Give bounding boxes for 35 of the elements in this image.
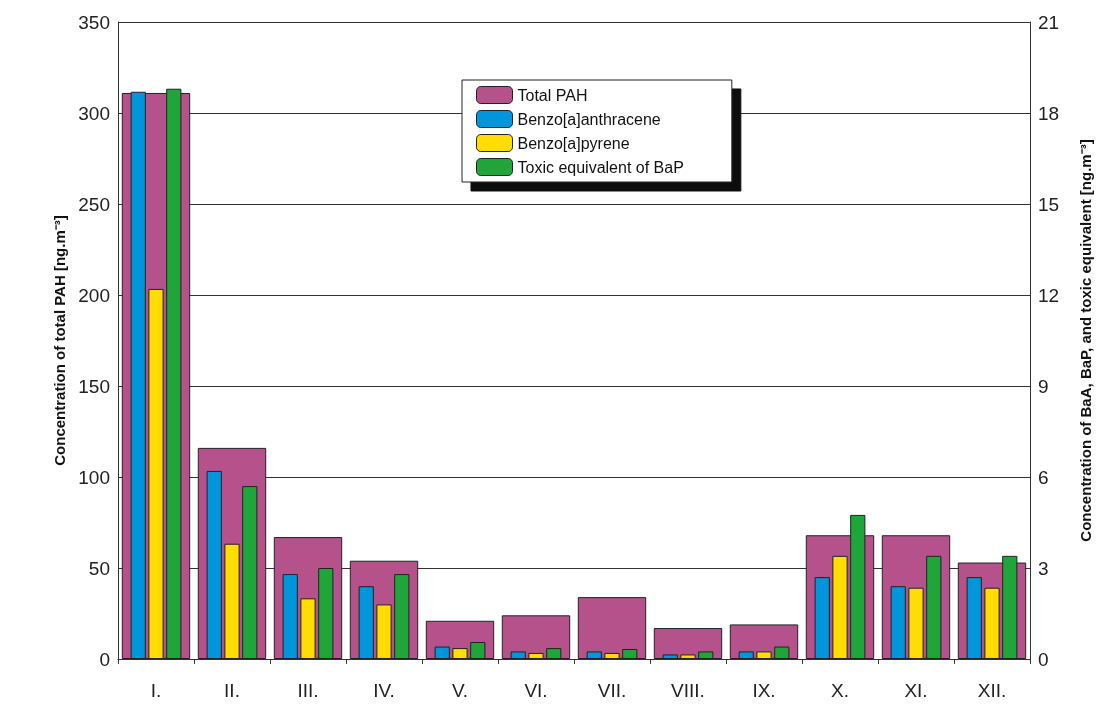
y2-tick-label: 18 (1038, 102, 1060, 124)
y2-tick-label: 9 (1038, 375, 1049, 397)
y-tick-label: 50 (88, 557, 110, 579)
x-tick-label: XI. (904, 680, 928, 701)
legend-label: Total PAH (517, 86, 588, 104)
bar (577, 597, 647, 659)
x-tick-label: V. (451, 680, 469, 701)
y-tick-label: 0 (99, 648, 110, 670)
x-tick-label: VII. (597, 680, 627, 701)
legend-label: Benzo[a]anthracene (517, 110, 661, 128)
x-tick-label: I. (150, 680, 162, 701)
legend-label: Toxic equivalent of BaP (517, 158, 684, 176)
y2-tick-label: 21 (1038, 11, 1060, 33)
x-tick-label: XII. (977, 680, 1007, 701)
x-tick-label: X. (831, 680, 849, 701)
y2-tick-label: 6 (1038, 466, 1049, 488)
y-tick-label: 150 (78, 375, 110, 397)
y-tick-label: 250 (78, 193, 110, 215)
x-tick-label: II. (224, 680, 240, 701)
y2-tick-label: 0 (1038, 648, 1049, 670)
x-tick-label: IV. (373, 680, 395, 701)
y-axis-title: Concentration of total PAH [ng.m⁻³] (51, 215, 69, 466)
x-tick-label: VI. (524, 680, 548, 701)
x-tick-label: III. (297, 680, 319, 701)
y2-tick-label: 3 (1038, 557, 1049, 579)
y2-axis-title: Concentration of BaA, BaP, and toxic equivalent [ng.m⁻³] (1077, 139, 1094, 542)
x-tick-label: VIII. (671, 680, 705, 701)
legend-label: Benzo[a]pyrene (517, 134, 630, 152)
y2-tick-label: 15 (1038, 193, 1060, 215)
y-tick-label: 200 (78, 284, 110, 306)
y-tick-label: 350 (78, 11, 110, 33)
y-tick-label: 100 (78, 466, 110, 488)
y-tick-label: 300 (78, 102, 110, 124)
x-tick-label: IX. (752, 680, 776, 701)
y2-tick-label: 12 (1038, 284, 1060, 306)
